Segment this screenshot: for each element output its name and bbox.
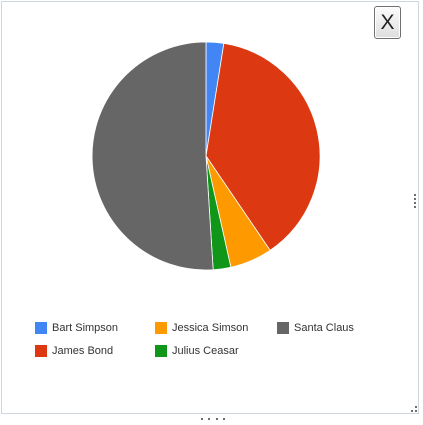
legend-label: James Bond: [52, 345, 114, 357]
grip-dot: [215, 418, 218, 420]
grip-dot: [414, 202, 416, 204]
grip-dot: [414, 194, 416, 196]
close-button[interactable]: X: [374, 6, 401, 39]
legend-label: Jessica Simson: [172, 322, 249, 334]
grip-dot: [208, 418, 211, 420]
legend-swatch: [277, 322, 289, 334]
grip-dot: [414, 206, 416, 208]
resize-handle-bottom[interactable]: [201, 407, 226, 420]
legend-swatch: [155, 345, 167, 357]
pie-slice-santa-claus[interactable]: [91, 41, 214, 271]
legend-label: Bart Simpson: [52, 322, 119, 334]
legend-swatch: [35, 322, 47, 334]
grip-dot: [414, 198, 416, 200]
grip-dot: [411, 410, 413, 412]
grip-dot: [223, 418, 226, 420]
pie-chart: [91, 41, 321, 271]
resize-handle-right[interactable]: [414, 194, 420, 210]
legend-label: Julius Ceasar: [172, 345, 239, 357]
pie-slice-james-bond[interactable]: [205, 42, 321, 251]
grip-dot: [201, 418, 203, 420]
legend-swatch: [35, 345, 47, 357]
chart-panel: X Bart Simpson Jessica Simson Santa Clau…: [1, 1, 420, 420]
resize-handle-corner[interactable]: [410, 406, 418, 414]
grip-dot: [415, 406, 417, 408]
legend-label: Santa Claus: [294, 322, 354, 334]
legend-swatch: [155, 322, 167, 334]
grip-dot: [415, 410, 417, 412]
